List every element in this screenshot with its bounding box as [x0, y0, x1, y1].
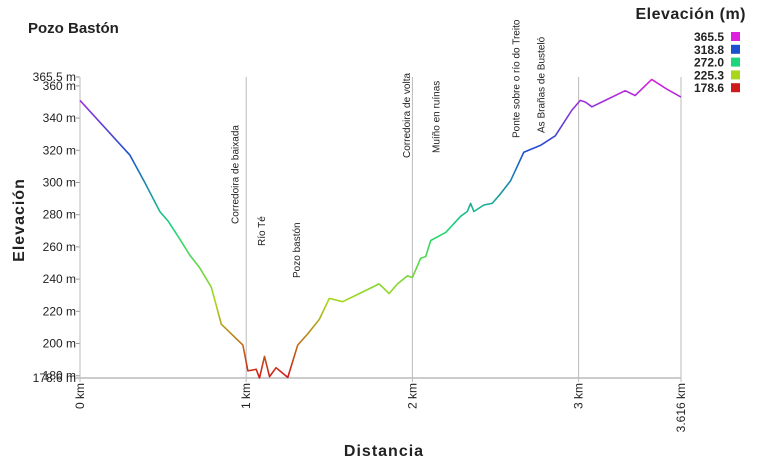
y-axis-title: Elevación	[11, 178, 28, 262]
chart-title: Pozo Bastón	[28, 20, 119, 37]
y-tick-label: 200 m	[43, 337, 76, 351]
legend-label: 365.5	[694, 30, 724, 44]
legend-label: 225.3	[694, 68, 724, 82]
legend-swatch	[731, 57, 740, 67]
y-tick-label: 320 m	[43, 143, 76, 157]
y-tick-label: 360 m	[43, 79, 76, 93]
annotation: Corredoira de baixada	[231, 125, 242, 224]
y-tick-label: 340 m	[43, 111, 76, 125]
annotation: Muíño en ruínas	[432, 81, 443, 153]
y-tick-label: 178.6 m	[33, 371, 76, 385]
annotation: Pozo bastón	[292, 222, 303, 278]
legend-swatch	[731, 83, 740, 93]
legend-label: 272.0	[694, 56, 724, 70]
legend-swatch	[731, 70, 740, 80]
x-tick-label: 3 km	[572, 383, 586, 409]
legend-swatch	[731, 32, 740, 41]
legend-label: 318.8	[694, 43, 724, 57]
legend-swatch	[731, 44, 740, 54]
legend-label: 178.6	[694, 81, 724, 95]
y-tick-label: 220 m	[43, 304, 76, 318]
annotation: As Brañas de Busteló	[536, 36, 547, 133]
x-axis-title: Distancia	[344, 443, 424, 460]
y-tick-label: 260 m	[43, 240, 76, 254]
x-tick-label: 2 km	[405, 383, 419, 409]
x-tick-label: 1 km	[239, 383, 253, 409]
y-tick-label: 365.5 m	[33, 70, 76, 84]
annotation: Río Té	[257, 216, 268, 246]
annotation: Corredoira de volta	[402, 73, 413, 158]
y-tick-label: 280 m	[43, 208, 76, 222]
y-tick-label: 240 m	[43, 272, 76, 286]
annotation: Ponte sobre o río do Treito	[511, 19, 522, 138]
elevation-line	[79, 78, 682, 379]
x-tick-label: 3.616 km	[674, 383, 688, 432]
y-tick-label: 300 m	[43, 175, 76, 189]
x-tick-label: 0 km	[73, 383, 87, 409]
y-tick-label: 180 m	[43, 369, 76, 383]
legend-title: Elevación (m)	[635, 6, 746, 23]
